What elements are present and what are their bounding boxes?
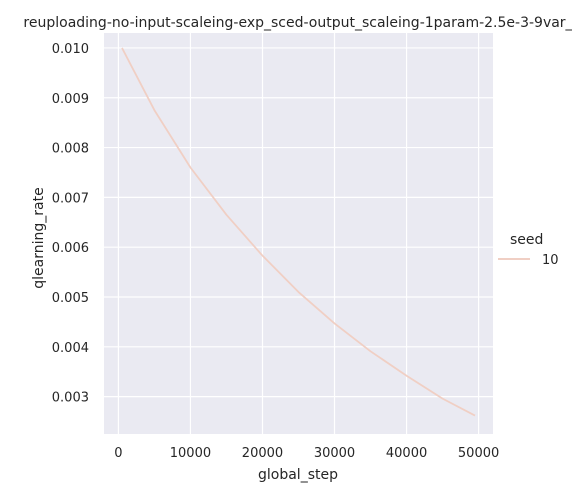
y-tick-label: 0.008: [52, 142, 89, 157]
x-tick-label: 40000: [386, 446, 427, 461]
series-layer: [121, 47, 476, 417]
plot-background: [104, 33, 493, 434]
x-tick-label: 20000: [242, 446, 283, 461]
y-tick-label: 0.005: [52, 291, 89, 306]
x-gridlines: [117, 33, 480, 434]
legend-title: seed: [510, 232, 543, 248]
y-tick-label: 0.004: [52, 341, 89, 356]
y-axis-label: qlearning_rate: [31, 187, 47, 288]
y-tick-label: 0.010: [52, 42, 89, 57]
y-gridlines: [104, 47, 493, 398]
y-tick-label: 0.009: [52, 92, 89, 107]
y-tick-label: 0.003: [52, 391, 89, 406]
x-tick-labels: 0 10000 20000 30000 40000 50000: [114, 446, 499, 461]
x-axis-label: global_step: [258, 467, 338, 483]
y-tick-labels: 0.003 0.004 0.005 0.006 0.007 0.008 0.009 0.010: [52, 42, 89, 406]
legend: seed 10: [498, 232, 559, 268]
legend-label-10: 10: [542, 253, 559, 268]
x-tick-label: 50000: [458, 446, 499, 461]
x-tick-label: 10000: [170, 446, 211, 461]
x-tick-label: 0: [114, 446, 122, 461]
y-tick-label: 0.007: [52, 191, 89, 206]
x-tick-label: 30000: [314, 446, 355, 461]
y-tick-label: 0.006: [52, 241, 89, 256]
series-line-10: [121, 47, 476, 417]
chart-title: reuploading-no-input-scaleing-exp_sced-o…: [23, 15, 572, 31]
